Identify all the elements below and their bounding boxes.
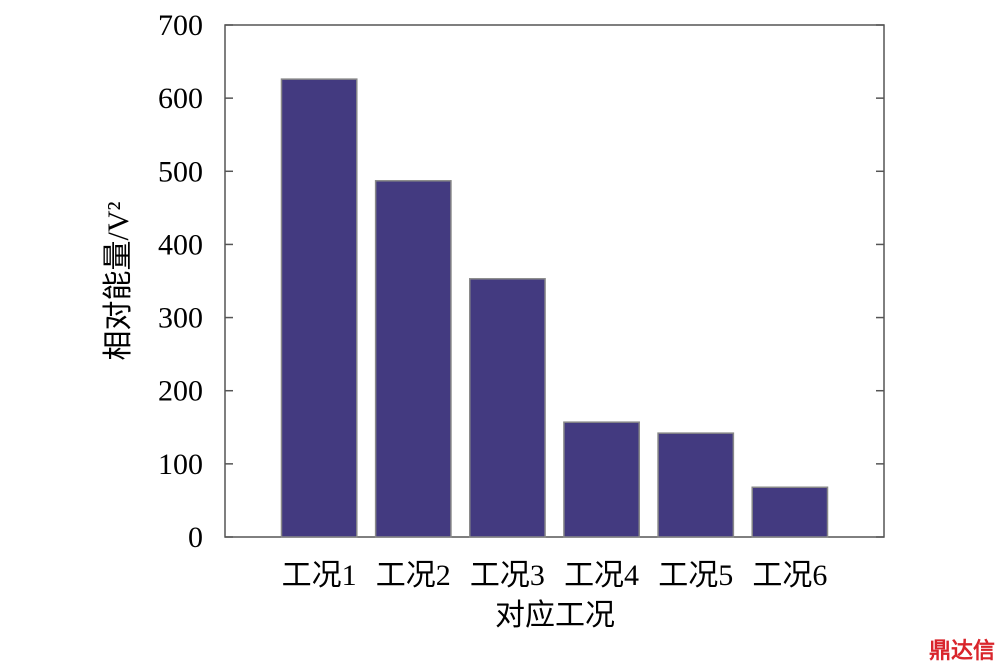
x-tick-label: 工况4 <box>564 559 639 592</box>
bar <box>374 180 452 538</box>
bar <box>657 432 735 538</box>
y-tick-label: 600 <box>158 82 203 115</box>
watermark: 鼎达信 <box>929 638 995 664</box>
bar <box>280 78 358 538</box>
y-axis-label: 相对能量/V² <box>102 202 135 361</box>
x-tick-label: 工况2 <box>376 559 451 592</box>
y-tick-label: 0 <box>188 521 203 554</box>
bar <box>469 278 546 538</box>
bar <box>751 486 829 538</box>
x-tick-label: 工况5 <box>658 559 733 592</box>
x-tick-label: 工况1 <box>282 559 357 592</box>
y-tick-label: 300 <box>158 302 203 335</box>
plot-frame <box>224 24 885 538</box>
x-axis-label: 对应工况 <box>495 599 615 632</box>
y-tick-label: 700 <box>158 9 203 42</box>
x-tick-label: 工况6 <box>752 559 827 592</box>
y-tick-label: 400 <box>158 228 203 261</box>
y-tick-label: 200 <box>158 375 203 408</box>
bar <box>563 421 640 538</box>
y-tick-label: 100 <box>158 448 203 481</box>
y-tick-label: 500 <box>158 155 203 188</box>
x-tick-label: 工况3 <box>470 559 545 592</box>
